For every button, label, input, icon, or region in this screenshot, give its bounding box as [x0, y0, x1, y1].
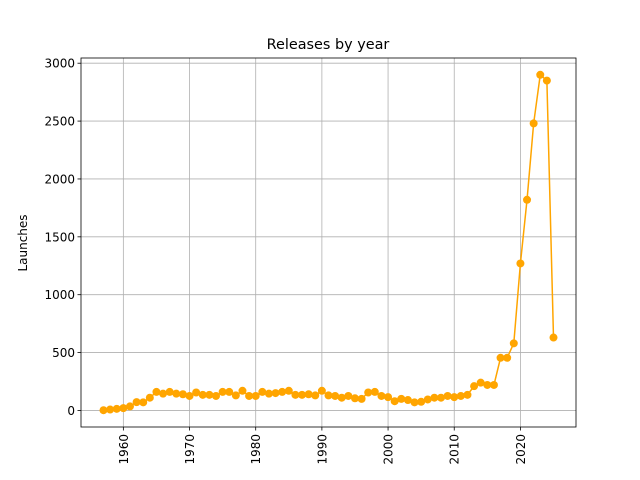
- point: [536, 70, 545, 79]
- point: [390, 397, 399, 406]
- point: [205, 390, 214, 399]
- point: [132, 398, 141, 407]
- point: [403, 396, 412, 405]
- point: [437, 393, 445, 402]
- x-tick-label: 2010: [448, 434, 462, 465]
- y-tick-label: 1500: [44, 230, 75, 244]
- point: [192, 388, 201, 397]
- point: [311, 391, 320, 400]
- point: [238, 386, 247, 395]
- point: [489, 380, 498, 389]
- point: [178, 390, 187, 399]
- point: [503, 353, 512, 362]
- point: [99, 406, 108, 415]
- y-axis-label: Launches: [16, 214, 30, 271]
- point: [496, 353, 505, 362]
- y-tick-label: 0: [67, 404, 75, 418]
- point: [212, 391, 220, 400]
- x-tick-label: 1960: [117, 434, 131, 465]
- point: [112, 404, 121, 413]
- point: [271, 389, 280, 398]
- point: [278, 387, 287, 396]
- point: [337, 393, 346, 402]
- point: [284, 386, 293, 395]
- point: [476, 378, 485, 387]
- point: [152, 387, 161, 396]
- x-tick-label: 2000: [382, 434, 396, 465]
- point: [159, 389, 168, 398]
- point: [350, 394, 359, 403]
- point: [251, 391, 260, 400]
- point: [456, 391, 465, 400]
- point: [364, 388, 373, 397]
- point: [139, 398, 148, 407]
- chart-title: Releases by year: [267, 37, 390, 53]
- point: [165, 387, 174, 396]
- point: [549, 333, 558, 342]
- x-tick-label: 2020: [514, 434, 528, 465]
- point: [218, 387, 227, 396]
- point: [331, 391, 340, 400]
- point: [377, 391, 386, 400]
- point: [172, 389, 181, 398]
- point: [417, 397, 426, 406]
- point: [470, 382, 479, 391]
- point: [245, 391, 254, 400]
- plot-frame: [80, 57, 577, 428]
- point: [125, 402, 134, 411]
- point: [198, 390, 207, 399]
- point: [523, 195, 532, 204]
- point: [185, 391, 194, 400]
- y-tick-label: 1000: [44, 288, 75, 302]
- point: [509, 339, 518, 348]
- point: [357, 394, 366, 403]
- y-tick-label: 2000: [44, 172, 75, 186]
- point: [225, 387, 234, 396]
- point: [106, 405, 115, 414]
- point: [119, 404, 128, 413]
- point: [423, 395, 432, 404]
- point: [483, 380, 492, 389]
- point: [397, 394, 406, 403]
- x-tick-label: 1990: [315, 434, 329, 465]
- point: [384, 393, 393, 402]
- point: [443, 391, 452, 400]
- point: [370, 387, 379, 396]
- x-tick-label: 1970: [183, 434, 197, 465]
- point: [324, 391, 333, 400]
- point: [145, 393, 154, 402]
- point: [291, 390, 300, 399]
- point: [516, 259, 525, 268]
- point: [317, 386, 326, 395]
- point: [304, 390, 313, 399]
- point: [264, 389, 273, 398]
- point: [231, 391, 240, 400]
- y-tick-label: 3000: [44, 57, 75, 71]
- point: [529, 119, 538, 128]
- point: [430, 393, 439, 402]
- point: [463, 390, 472, 399]
- point: [410, 398, 419, 407]
- point: [450, 393, 459, 402]
- point: [542, 76, 551, 85]
- point: [258, 387, 267, 396]
- point: [298, 390, 307, 399]
- point: [344, 391, 353, 400]
- y-tick-label: 2500: [44, 115, 75, 129]
- x-tick-label: 1980: [249, 434, 263, 465]
- y-tick-label: 500: [52, 346, 75, 360]
